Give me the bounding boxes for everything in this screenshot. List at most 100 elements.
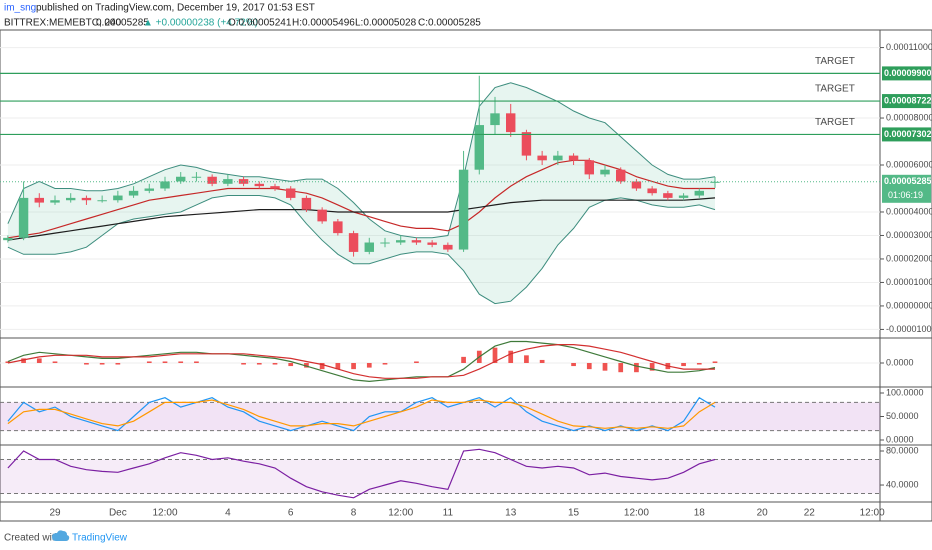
candle-body xyxy=(663,193,673,198)
candle-body xyxy=(521,132,532,156)
y-tick-label: 0.0000 xyxy=(886,357,914,367)
candle-body xyxy=(490,113,500,126)
histogram-bar xyxy=(461,356,466,363)
candle-body xyxy=(160,181,170,189)
candle-body xyxy=(568,155,579,161)
histogram-bar xyxy=(5,361,11,363)
candle-body xyxy=(81,197,92,201)
histogram-bar xyxy=(681,363,686,367)
candle-body xyxy=(191,176,202,178)
histogram-bar xyxy=(712,361,718,363)
candle-body xyxy=(710,181,720,183)
histogram-bar xyxy=(351,363,356,370)
price: 0.00005285 xyxy=(96,18,149,29)
candle-body xyxy=(380,242,390,244)
histogram-bar xyxy=(602,363,608,371)
candle-body xyxy=(411,240,422,243)
candle-body xyxy=(176,176,186,182)
publisher[interactable]: im_sng xyxy=(4,3,36,14)
y-tick-label: 80.0000 xyxy=(886,445,919,455)
candle-body xyxy=(207,176,217,184)
indicator-line xyxy=(7,340,716,383)
candle-body xyxy=(694,190,704,196)
histogram-bar xyxy=(649,363,655,371)
candle-body xyxy=(396,240,406,243)
logo xyxy=(52,530,70,541)
bollinger-lower xyxy=(7,195,716,305)
candle-body xyxy=(254,183,264,187)
target-price-label: 0.00008722 xyxy=(884,95,932,105)
target-text: TARGET xyxy=(815,117,855,128)
ohlc-low: L:0.00005028 xyxy=(355,18,417,29)
histogram-bar xyxy=(146,361,152,363)
y-tick-label: 0.00004000 xyxy=(886,206,932,216)
x-tick-label: 12:00 xyxy=(860,508,885,519)
histogram-bar xyxy=(539,359,545,363)
candle-body xyxy=(584,160,594,175)
candle-body xyxy=(631,181,642,189)
candle-body xyxy=(600,169,610,175)
histogram-bar xyxy=(99,363,105,365)
candle-body xyxy=(223,179,233,184)
y-tick-label: 0.00011000 xyxy=(886,42,932,52)
x-tick-label: 8 xyxy=(351,508,357,519)
footer-created: Created with xyxy=(4,533,60,544)
x-tick-label: 11 xyxy=(443,508,454,519)
candle-body xyxy=(34,197,44,203)
histogram-bar xyxy=(36,358,42,363)
y-tick-label: 0.00008000 xyxy=(886,112,932,122)
histogram-bar xyxy=(256,363,262,365)
y-tick-label: -0.00001000 xyxy=(886,324,932,334)
candle-body xyxy=(144,188,154,191)
candle-body xyxy=(128,190,139,196)
histogram-bar xyxy=(634,363,639,373)
histogram-bar xyxy=(586,363,592,370)
candle-body xyxy=(553,155,563,161)
target-price-box xyxy=(882,94,931,109)
histogram-bar xyxy=(366,363,372,368)
histogram-bar xyxy=(178,361,184,363)
y-tick-label: 0.00006000 xyxy=(886,159,932,169)
histogram-bar xyxy=(696,363,702,365)
target-price-box xyxy=(882,66,931,81)
candle-body xyxy=(616,169,626,182)
histogram-bar xyxy=(52,361,58,363)
candle-body xyxy=(443,244,453,250)
x-tick-label: Dec xyxy=(109,508,127,519)
x-tick-label: 18 xyxy=(694,508,706,519)
y-tick-label: 40.0000 xyxy=(886,479,919,489)
x-tick-label: 13 xyxy=(505,508,517,519)
y-tick-label: 0.00000000 xyxy=(886,300,932,310)
histogram-bar xyxy=(194,361,199,363)
histogram-bar xyxy=(508,350,514,363)
candle-body xyxy=(66,197,76,201)
target-text: TARGET xyxy=(815,84,855,95)
last-price-box xyxy=(882,174,931,203)
indicator-line xyxy=(7,399,716,429)
candle-body xyxy=(678,195,689,198)
candle-body xyxy=(458,169,469,250)
footer-brand[interactable]: TradingView xyxy=(72,533,128,544)
candle-body xyxy=(18,197,29,238)
candle-body xyxy=(333,221,343,234)
candle-body xyxy=(270,186,280,189)
indicator-line xyxy=(7,448,716,499)
candle-body xyxy=(301,197,312,210)
candle-body xyxy=(474,125,484,170)
y-tick-label: 0.00001000 xyxy=(886,277,932,287)
histogram-bar xyxy=(524,355,529,363)
x-tick-label: 12:00 xyxy=(624,508,649,519)
candle-body xyxy=(50,200,60,203)
ohlc-high: H:0.00005496 xyxy=(292,18,355,29)
histogram-bar xyxy=(241,363,246,365)
histogram-bar xyxy=(21,358,26,363)
histogram-bar xyxy=(288,363,294,367)
candle-body xyxy=(537,155,547,161)
histogram-bar xyxy=(84,363,89,365)
candle-body xyxy=(97,200,107,202)
frame xyxy=(0,29,932,522)
countdown: 01:06:19 xyxy=(888,190,923,200)
band-fill xyxy=(0,402,880,431)
